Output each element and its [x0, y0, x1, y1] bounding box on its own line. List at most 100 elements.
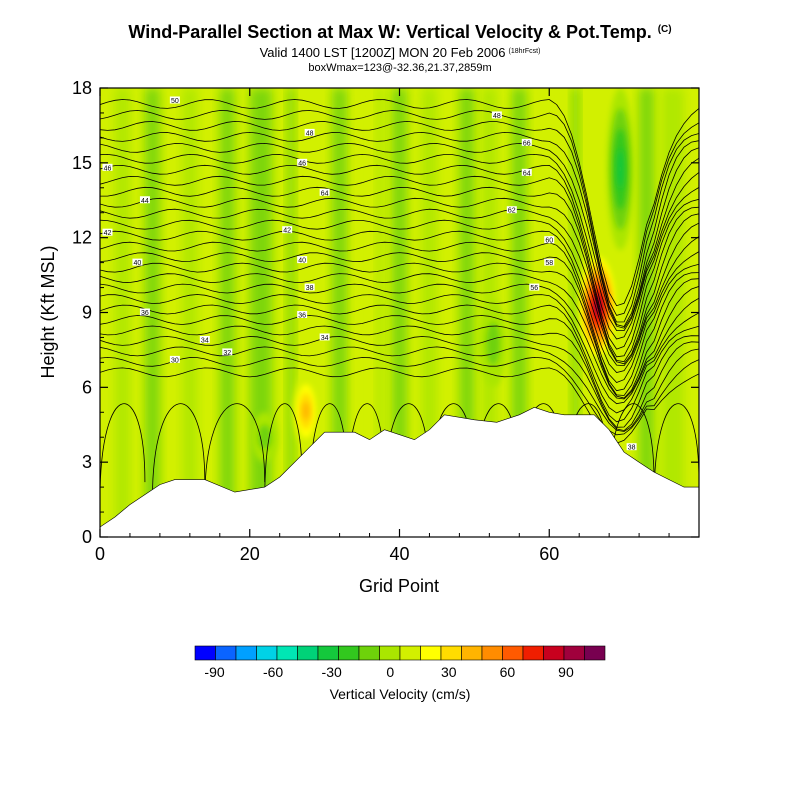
contour-label-bg: [169, 96, 180, 104]
colorbar-tick-label: -30: [322, 664, 342, 680]
colorbar-swatch: [194, 645, 216, 661]
pot-temp-contour: [100, 120, 699, 323]
x-tick-label: 60: [539, 544, 559, 564]
pot-temp-contour: [100, 336, 699, 431]
contour-label: 50: [171, 98, 179, 105]
colorbar-tick-label: 90: [558, 664, 574, 680]
terrain-surface: [99, 406, 700, 538]
pot-temp-contour: [100, 99, 699, 307]
pot-temp-contour: [100, 164, 699, 340]
chart-subtitle-tag: (18hrFcst): [508, 48, 541, 55]
contour-label-bg: [132, 258, 143, 266]
contour-label: 42: [104, 230, 112, 237]
x-axis-title: Grid Point: [359, 576, 439, 596]
contour-label: 48: [306, 130, 314, 137]
colorbar-swatch: [215, 645, 237, 661]
y-tick-label: 9: [82, 303, 92, 323]
colorbar-swatch: [543, 645, 565, 661]
contour-label-bg: [169, 355, 180, 363]
pot-temp-contour: [100, 403, 146, 500]
contour-label-bg: [139, 308, 150, 316]
contour-label-bg: [282, 226, 293, 234]
contour-label: 56: [530, 285, 538, 292]
contour-label: 60: [545, 238, 553, 245]
pot-temp-contour: [653, 403, 699, 500]
pot-temp-contour: [100, 219, 699, 367]
contour-label-bg: [139, 196, 150, 204]
terrain-mask: [99, 406, 700, 538]
contour-label-bg: [102, 228, 113, 236]
contour-label-bg: [529, 283, 540, 291]
pot-temp-contour: [100, 230, 699, 373]
colorbar-title: Vertical Velocity (cm/s): [330, 686, 471, 702]
contour-label: 46: [298, 160, 306, 167]
velocity-core: [617, 148, 624, 190]
contour-label: 34: [321, 335, 329, 342]
contour-label-bg: [544, 236, 555, 244]
contour-label-bg: [199, 335, 210, 343]
colorbar-tick-label: 30: [441, 664, 457, 680]
pot-temp-contour: [100, 262, 699, 396]
contour-label: 38: [628, 445, 636, 452]
colorbar-swatch: [256, 645, 278, 661]
colorbar-swatch: [522, 645, 544, 661]
pot-temp-contour: [100, 153, 699, 331]
velocity-core: [302, 401, 310, 421]
contour-labels: 50 48 48 46 46 66 64 64 44 62 42 42 60 40 40 58 38 56 36 36…: [102, 96, 637, 452]
contour-label: 42: [283, 228, 291, 235]
contour-label: 36: [298, 312, 306, 319]
contour-label-bg: [222, 348, 233, 356]
contour-label: 64: [523, 170, 531, 177]
pot-temp-contour: [100, 208, 699, 365]
velocity-band: [639, 88, 655, 537]
colorbar-swatch: [440, 645, 462, 661]
contour-label: 40: [134, 260, 142, 267]
velocity-band: [571, 88, 580, 537]
x-tick-label: 40: [389, 544, 409, 564]
velocity-band: [377, 88, 385, 537]
colorbar-swatch: [399, 645, 421, 661]
contour-label: 48: [493, 113, 501, 120]
y-tick-label: 12: [72, 228, 92, 248]
pot-temp-contour: [100, 356, 699, 436]
pot-temp-contour: [100, 346, 699, 432]
contour-label: 36: [141, 310, 149, 317]
pot-temp-contour: [100, 294, 699, 405]
pot-temp-contour: [100, 186, 699, 358]
y-tick-label: 15: [72, 153, 92, 173]
pot-temp-contour: [100, 131, 699, 327]
pot-temp-contour: [204, 403, 266, 500]
colorbar-swatch: [584, 645, 606, 661]
contour-label-bg: [491, 111, 502, 119]
x-tick-label: 0: [95, 544, 105, 564]
pot-temp-contour: [100, 315, 699, 423]
contour-label-bg: [297, 310, 308, 318]
y-axis-title: Height (Kft MSL): [38, 245, 58, 378]
colorbar-swatch: [481, 645, 503, 661]
colorbar: -90 -60 -30 0 30 60 90: [194, 645, 606, 680]
velocity-band: [219, 88, 235, 537]
contour-label: 34: [201, 337, 209, 344]
pot-temp-contour: [100, 110, 699, 316]
pot-temp-contour: [100, 197, 699, 363]
contour-label-bg: [521, 138, 532, 146]
contour-label-bg: [102, 163, 113, 171]
pot-temp-contour: [100, 325, 699, 428]
pot-temp-contour: [100, 241, 699, 383]
velocity-band: [287, 88, 295, 537]
colorbar-tick-label: -60: [263, 664, 283, 680]
contour-label-bg: [319, 333, 330, 341]
pot-temp-contour: [152, 403, 206, 500]
chart-subtitle-2: boxWmax=123@-32.36,21.37,2859m: [308, 62, 492, 74]
colorbar-tick-label: 60: [500, 664, 516, 680]
contour-label-bg: [297, 256, 308, 264]
colorbar-swatch: [338, 645, 360, 661]
contour-label-bg: [304, 283, 315, 291]
chart-subtitle: Valid 1400 LST [1200Z] MON 20 Feb 2006 (1…: [0, 45, 800, 60]
velocity-band: [182, 88, 198, 537]
pot-temp-contour: [100, 283, 699, 400]
colorbar-swatch: [317, 645, 339, 661]
chart-title-tag: (C): [657, 24, 672, 35]
contour-label-bg: [297, 158, 308, 166]
contour-label: 44: [141, 198, 149, 205]
